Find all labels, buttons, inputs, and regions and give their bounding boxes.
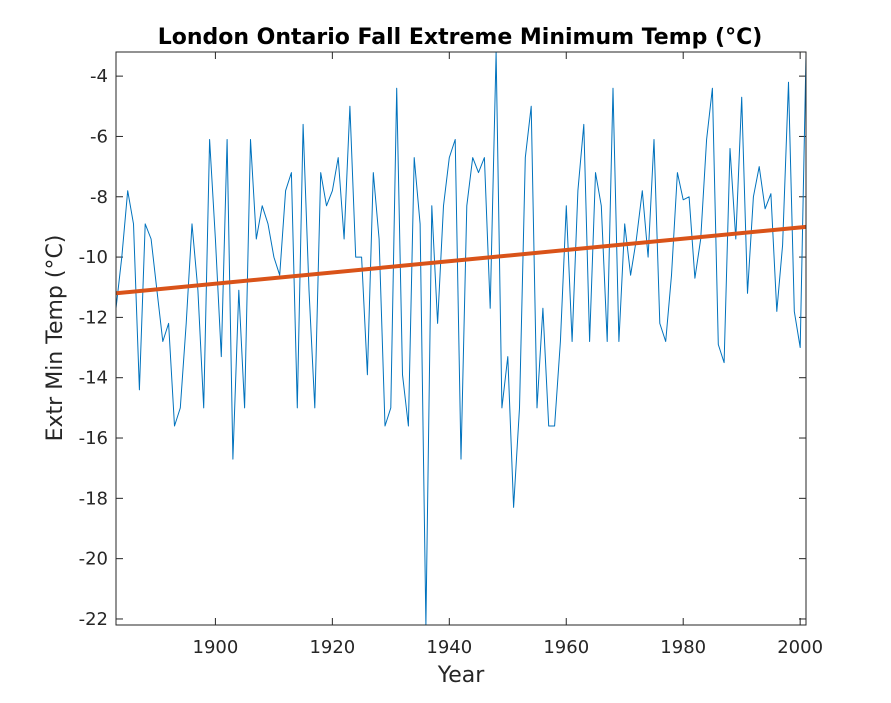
y-axis-label: Extr Min Temp (°C): [43, 235, 68, 442]
y-tick-label: -4: [90, 66, 108, 87]
y-tick-label: -8: [90, 187, 108, 208]
y-tick-label: -22: [79, 609, 108, 630]
y-tick-label: -6: [90, 126, 108, 147]
trend-line: [115, 224, 807, 296]
y-tick-label: -18: [79, 488, 108, 509]
y-tick-label: -14: [79, 368, 108, 389]
series-layer: [115, 51, 807, 626]
x-tick-label: 2000: [777, 637, 823, 658]
x-tick-label: 1900: [193, 637, 239, 658]
y-axis: -22 -20 -18 -16 -14 -12 -10 -8 -6 -4: [79, 66, 806, 630]
x-axis-label: Year: [437, 663, 486, 688]
y-tick-label: -16: [79, 428, 108, 449]
x-tick-label: 1980: [660, 637, 706, 658]
y-tick-label: -10: [79, 247, 108, 268]
x-tick-label: 1920: [309, 637, 355, 658]
y-tick-label: -12: [79, 307, 108, 328]
x-tick-label: 1960: [543, 637, 589, 658]
x-axis: 1900 1920 1940 1960 1980 2000: [193, 52, 823, 658]
temperature-series-line: [115, 51, 807, 626]
chart-title: London Ontario Fall Extreme Minimum Temp…: [158, 25, 763, 50]
plot-border: [115, 51, 807, 626]
x-tick-label: 1940: [426, 637, 472, 658]
y-tick-label: -20: [79, 549, 108, 570]
plot-area: [115, 51, 807, 626]
